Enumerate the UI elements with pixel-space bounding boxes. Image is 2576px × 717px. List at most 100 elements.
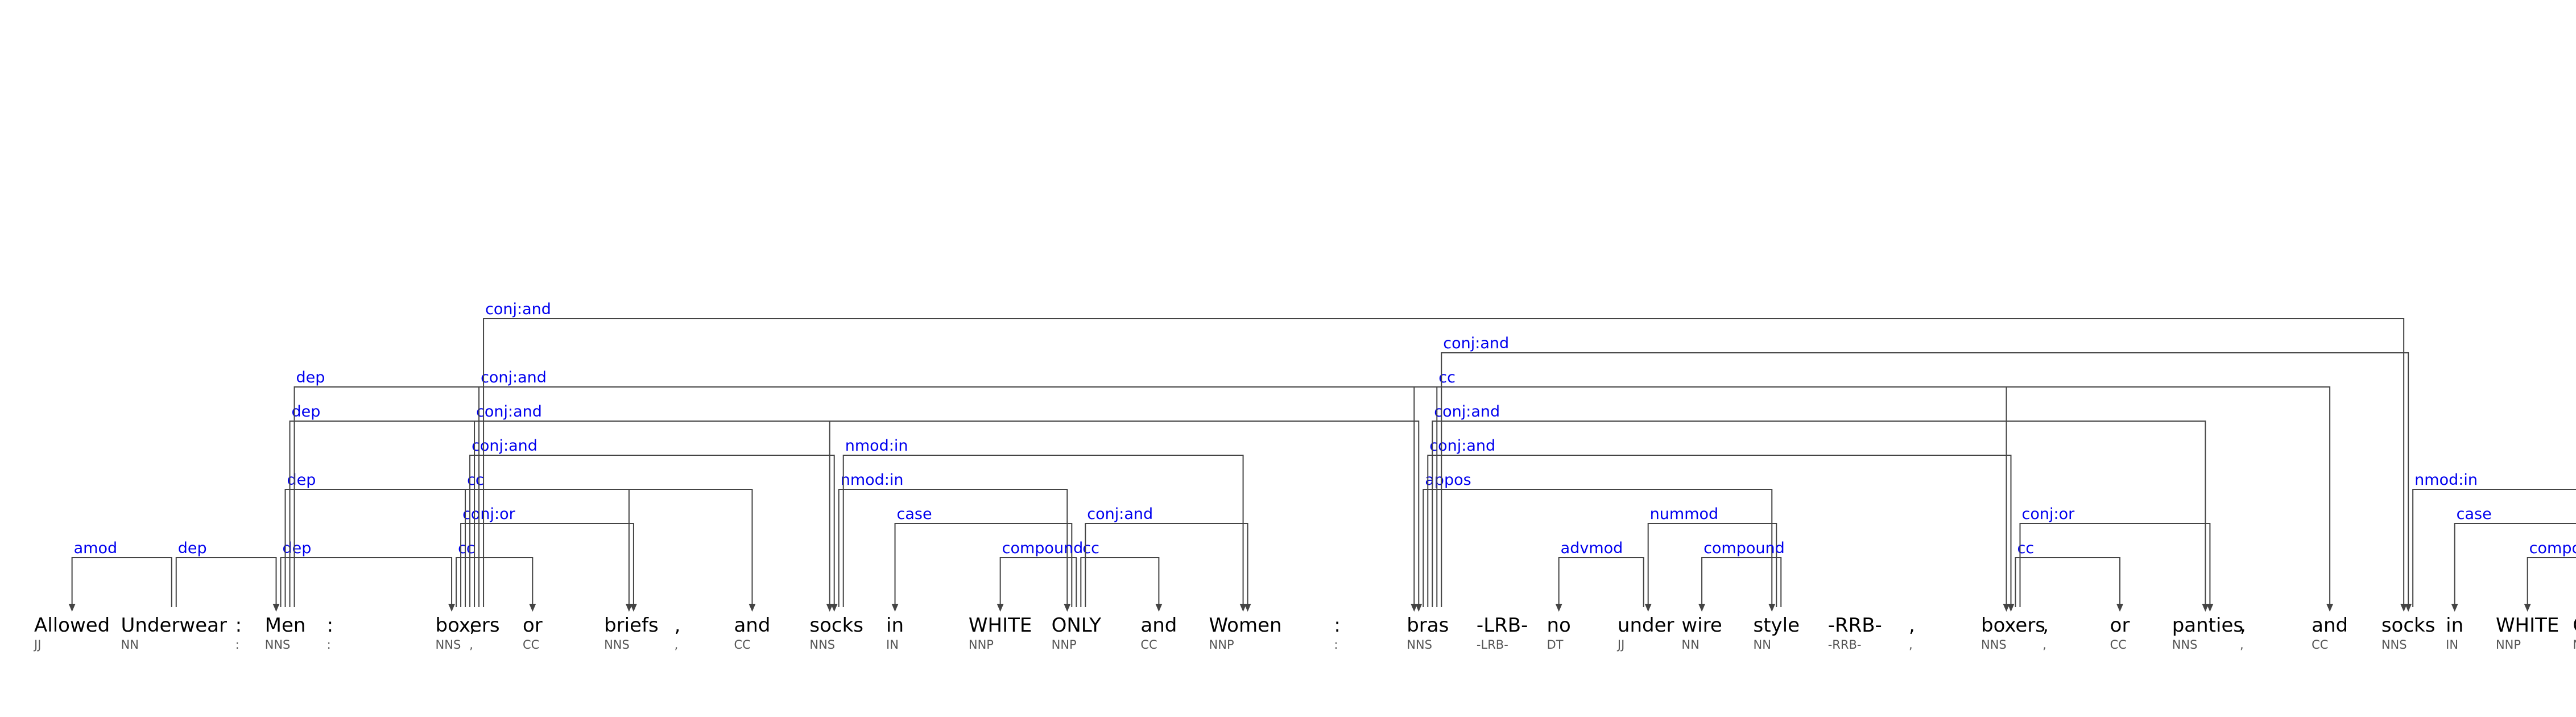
arrowhead-icon — [1644, 604, 1652, 612]
arrowhead-icon — [1155, 604, 1163, 612]
arrowhead-icon — [2007, 604, 2015, 612]
token-word: wire — [1681, 614, 1722, 637]
token-pos-tag: NNS — [604, 638, 630, 652]
token-word: -LRB- — [1477, 614, 1528, 637]
token-pos-tag: NNP — [2496, 638, 2521, 652]
dependency-edge — [483, 318, 2405, 607]
dependency-edge — [465, 489, 753, 607]
token-word: socks — [2381, 614, 2436, 637]
token-pos-tag: NNP — [1209, 638, 1234, 652]
token-word: panties — [2172, 614, 2243, 637]
token-pos-tag: IN — [2446, 638, 2458, 652]
token-pos-tag: , — [2240, 638, 2244, 652]
dependency-edge — [1085, 523, 1248, 607]
token-word: in — [2446, 614, 2463, 637]
arrowhead-icon — [1239, 604, 1247, 612]
dependency-edge — [175, 557, 277, 607]
token-word: Men — [265, 614, 306, 637]
token-pos-tag: NNS — [2381, 638, 2407, 652]
token-pos-tag: CC — [2110, 638, 2127, 652]
token-pos-tag: NN — [1681, 638, 1699, 652]
dependency-label: conj:and — [485, 300, 551, 318]
arrowhead-icon — [891, 604, 899, 612]
token-pos-tag: CC — [734, 638, 750, 652]
dependency-edge — [474, 421, 1420, 607]
dependency-label: conj:and — [472, 437, 537, 455]
dependency-edge — [1432, 421, 2206, 607]
token-word: : — [235, 614, 242, 637]
token-word: under — [1618, 614, 1674, 637]
dependency-edge — [284, 489, 630, 607]
dependency-label: nmod:in — [2414, 471, 2478, 489]
arrowhead-icon — [826, 604, 833, 612]
dependency-edge — [2454, 523, 2576, 606]
token-pos-tag: NNS — [265, 638, 291, 652]
token-word: or — [2110, 614, 2130, 637]
dependency-edge — [1441, 352, 2409, 607]
dependency-edge — [894, 523, 1073, 607]
token-word: briefs — [604, 614, 659, 637]
token-word: , — [2042, 614, 2049, 637]
token-pos-tag: -RRB- — [1828, 638, 1862, 652]
token-word: , — [469, 614, 475, 637]
token-pos-tag: NNP — [1052, 638, 1077, 652]
token-pos-tag: : — [1334, 638, 1338, 652]
dependency-edge — [289, 421, 830, 607]
dependency-edge — [1436, 386, 2331, 607]
arrowhead-icon — [2400, 604, 2408, 612]
dependency-edge — [2015, 557, 2121, 607]
token-word: Underwear — [121, 614, 227, 637]
dependency-edge — [1080, 557, 1160, 607]
token-word: : — [327, 614, 333, 637]
arrowhead-icon — [630, 604, 637, 612]
dependency-edge — [478, 386, 2007, 607]
arrowhead-icon — [1411, 604, 1418, 612]
dependency-label: conj:or — [462, 505, 516, 523]
arrowhead-icon — [2202, 604, 2209, 612]
token-word: ONLY — [2573, 614, 2576, 637]
arrowhead-icon — [2524, 604, 2531, 612]
dependency-edge — [2527, 557, 2576, 606]
token-word: WHITE — [969, 614, 1032, 637]
token-word: -RRB- — [1828, 614, 1882, 637]
dependency-label: advmod — [1561, 539, 1623, 557]
dependency-arcs: amod dep depdepdepdepccconj:orccconj:andco… — [68, 300, 2576, 612]
arrowhead-icon — [749, 604, 756, 612]
dependency-label: dep — [178, 539, 207, 557]
dependency-edge — [280, 557, 453, 607]
dependency-edge — [1423, 489, 1773, 607]
arrowhead-icon — [625, 604, 632, 612]
token-pos-tag: JJ — [1616, 638, 1624, 652]
dependency-label: amod — [74, 539, 118, 557]
token-pos-tag: , — [469, 638, 473, 652]
arrowhead-icon — [2451, 604, 2458, 612]
dependency-edge — [2019, 523, 2211, 607]
dependency-label: case — [2457, 505, 2492, 523]
token-word: ONLY — [1052, 614, 1102, 637]
arrowhead-icon — [2206, 604, 2214, 612]
token-pos-tag: CC — [1140, 638, 1157, 652]
token-word: Women — [1209, 614, 1282, 637]
dependency-label: dep — [296, 369, 325, 386]
token-word: Allowed — [34, 614, 110, 637]
token-pos-tag: IN — [886, 638, 899, 652]
token-word: , — [675, 614, 681, 637]
token-word: style — [1753, 614, 1800, 637]
token-pos-tag: : — [327, 638, 331, 652]
arrowhead-icon — [2405, 604, 2412, 612]
token-pos-tag: , — [1909, 638, 1913, 652]
dependency-label: conj:and — [481, 369, 547, 386]
dependency-edge — [1558, 557, 1644, 607]
dependency-edge — [71, 557, 172, 607]
arrowhead-icon — [1415, 604, 1423, 612]
token-pos-tag: NNS — [1981, 638, 2007, 652]
token-word: and — [1140, 614, 1177, 637]
dependency-label: conj:and — [1443, 335, 1509, 352]
dependency-label: nummod — [1650, 505, 1719, 523]
arrowhead-icon — [830, 604, 838, 612]
arrowhead-icon — [529, 604, 536, 612]
arrowhead-icon — [2326, 604, 2334, 612]
dependency-edge — [1427, 455, 2012, 607]
token-pos-tag: CC — [2312, 638, 2328, 652]
